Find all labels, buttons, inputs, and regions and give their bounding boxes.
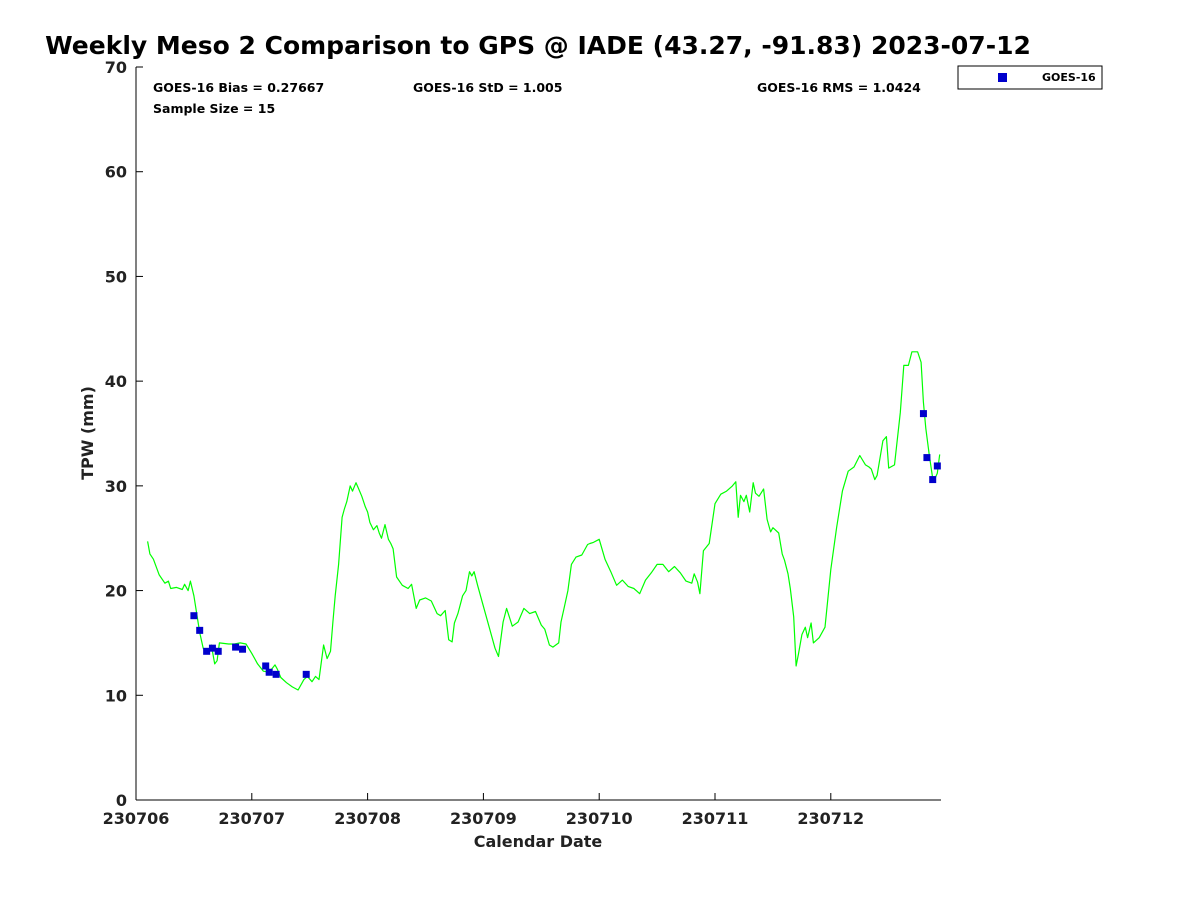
x-tick-label: 230706 — [103, 809, 170, 828]
goes16-point — [923, 454, 931, 462]
goes16-point — [933, 462, 941, 470]
plot-area — [136, 67, 941, 799]
gps-tpw-line — [147, 351, 941, 691]
x-tick-label: 230709 — [450, 809, 517, 828]
legend-box — [957, 65, 1103, 90]
y-tick-label: 40 — [105, 372, 127, 391]
x-tick-label: 230710 — [566, 809, 633, 828]
goes16-point — [214, 647, 222, 655]
y-axis-label: TPW (mm) — [78, 386, 97, 480]
goes16-point — [272, 670, 280, 678]
x-axis-label: Calendar Date — [474, 832, 603, 851]
goes16-point — [208, 644, 216, 652]
goes16-point — [239, 645, 247, 653]
goes16-point — [232, 643, 240, 651]
y-tick-label: 10 — [105, 686, 127, 705]
legend: GOES-16 — [957, 65, 1103, 90]
goes16-point — [919, 410, 927, 418]
y-tick-label: 60 — [105, 163, 127, 182]
stat-sample-size: Sample Size = 15 — [153, 101, 275, 116]
y-tick-label: 70 — [105, 58, 127, 77]
stat-std: GOES-16 StD = 1.005 — [413, 80, 562, 95]
goes16-point — [302, 670, 310, 678]
goes16-point — [265, 668, 273, 676]
x-tick-label: 230707 — [218, 809, 285, 828]
goes16-point — [262, 662, 270, 670]
x-tick-label: 230711 — [682, 809, 749, 828]
y-tick-label: 20 — [105, 582, 127, 601]
goes16-point — [190, 612, 198, 620]
chart-title: Weekly Meso 2 Comparison to GPS @ IADE (… — [45, 31, 1031, 60]
stat-rms: GOES-16 RMS = 1.0424 — [757, 80, 921, 95]
y-axis: 0 10 20 30 40 50 60 70 — [105, 58, 143, 810]
x-tick-label: 230712 — [797, 809, 864, 828]
x-axis: 230706 230707 230708 230709 230710 230711 2307… — [103, 793, 864, 828]
series-layer — [147, 351, 941, 691]
goes16-point — [929, 476, 937, 484]
goes16-point — [196, 626, 204, 634]
x-tick-label: 230708 — [334, 809, 401, 828]
legend-label: GOES-16 — [1042, 71, 1096, 84]
legend-marker — [998, 73, 1007, 82]
y-tick-label: 0 — [116, 791, 127, 810]
stat-bias: GOES-16 Bias = 0.27667 — [153, 80, 324, 95]
y-tick-label: 30 — [105, 477, 127, 496]
y-tick-label: 50 — [105, 267, 127, 286]
goes16-point — [203, 647, 211, 655]
